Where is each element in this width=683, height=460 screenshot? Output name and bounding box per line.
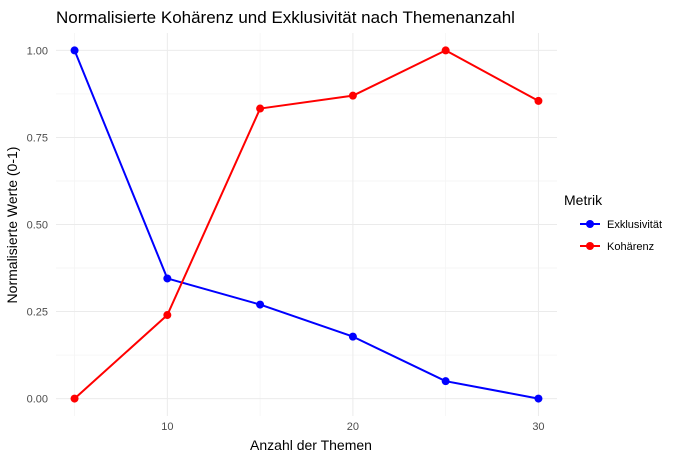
data-point (441, 46, 450, 55)
x-tick-label: 10 (161, 421, 173, 433)
data-point (441, 377, 450, 386)
y-tick-label: 0.75 (27, 132, 48, 144)
legend-key-point (586, 242, 594, 250)
data-point (70, 394, 79, 403)
series-line (73, 49, 539, 400)
data-point (534, 96, 543, 105)
y-axis-title: Normalisierte Werte (0-1) (4, 147, 20, 304)
x-tick-label: 30 (532, 421, 544, 433)
legend: Metrik Exklusivität Kohärenz (564, 192, 662, 253)
legend-items: Exklusivität Kohärenz (580, 219, 662, 253)
data-point (163, 311, 172, 320)
series-points (70, 46, 543, 403)
data-point (256, 300, 265, 309)
x-axis-ticks: 10 20 30 (161, 421, 544, 433)
y-tick-label: 1.00 (27, 45, 48, 57)
legend-key-point (586, 220, 594, 228)
plot-area (56, 33, 557, 416)
data-point (70, 46, 79, 55)
y-tick-label: 0.50 (27, 220, 48, 232)
chart-title: Normalisierte Kohärenz und Exklusivität … (56, 8, 515, 27)
legend-label: Exklusivität (607, 219, 662, 231)
x-axis-title: Anzahl der Themen (250, 437, 372, 453)
data-point (534, 394, 543, 403)
grid (56, 33, 557, 416)
y-axis-ticks: 0.00 0.25 0.50 0.75 1.00 (27, 45, 48, 405)
series-line (73, 50, 539, 400)
y-tick-label: 0.00 (27, 394, 48, 406)
data-point (348, 332, 357, 341)
legend-label: Kohärenz (607, 241, 654, 253)
data-point (163, 274, 172, 283)
legend-title: Metrik (564, 192, 603, 208)
series-lines (73, 49, 539, 400)
y-tick-label: 0.25 (27, 307, 48, 319)
data-point (256, 104, 265, 113)
x-tick-label: 20 (347, 421, 359, 433)
data-point (348, 91, 357, 100)
